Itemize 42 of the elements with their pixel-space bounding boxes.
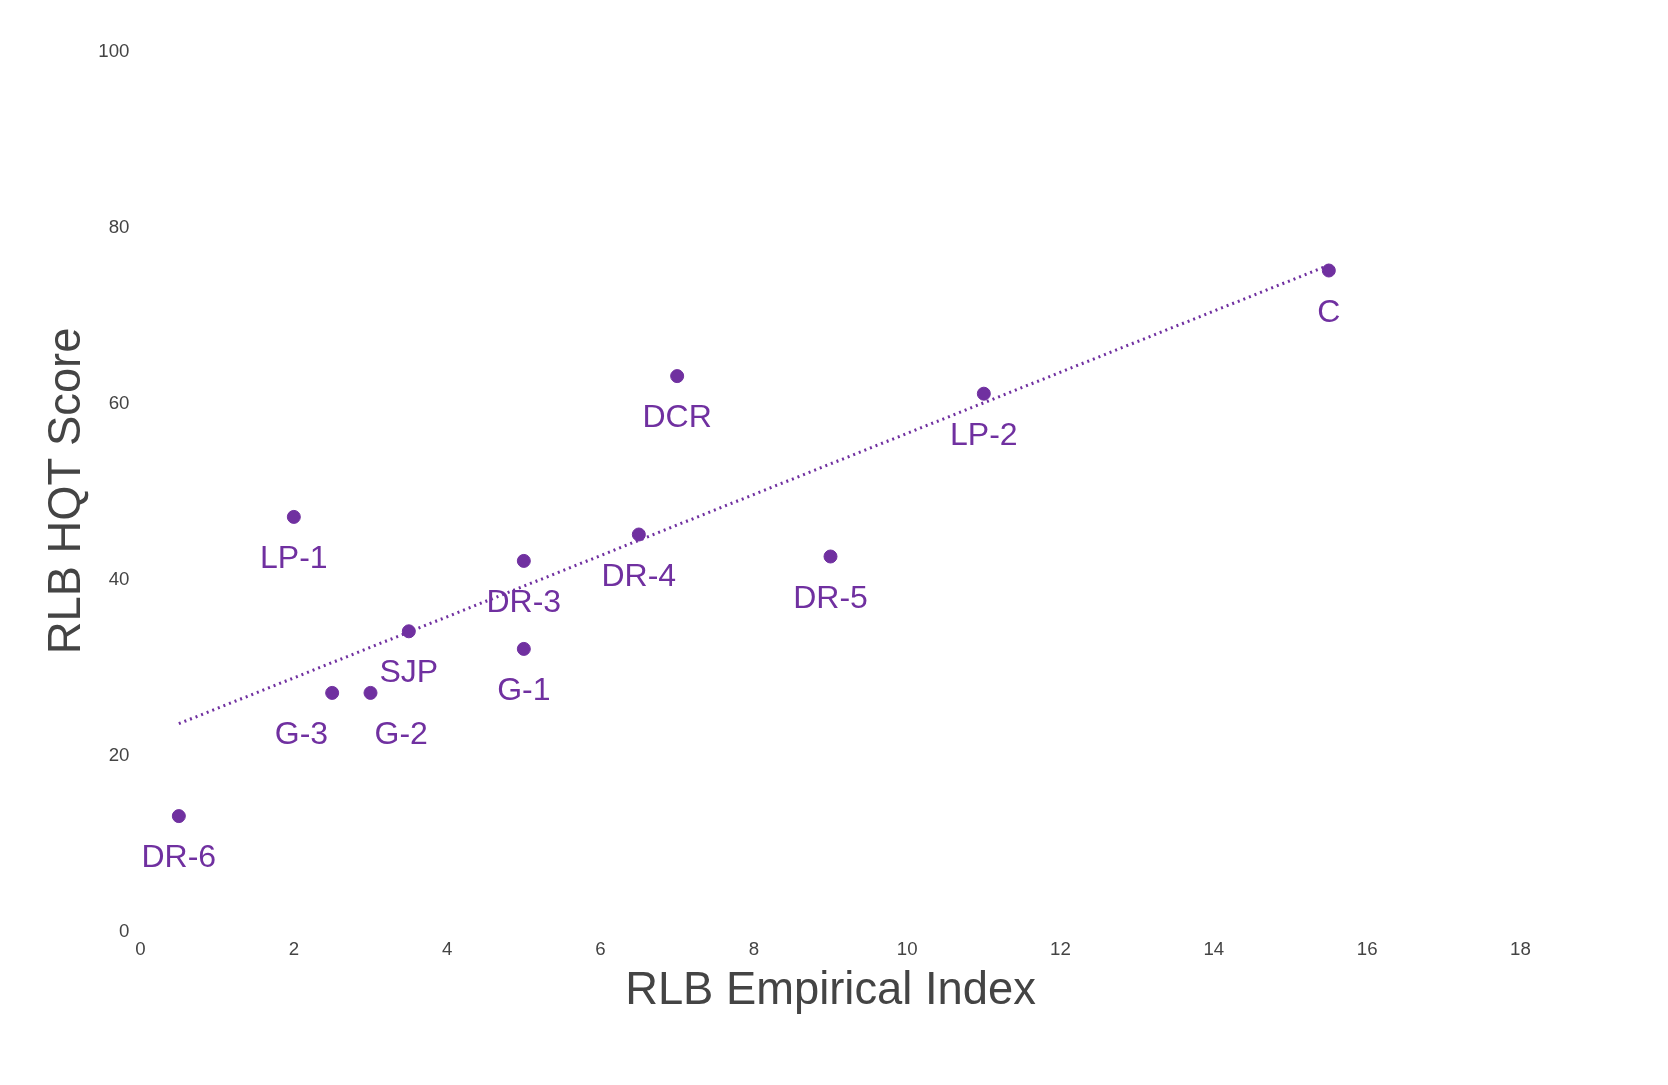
point: [516, 641, 531, 656]
x-axis-title: RLB Empirical Index: [625, 962, 1037, 1014]
x-tick-label: 8: [748, 937, 760, 959]
x-tick-label: 12: [1050, 937, 1071, 959]
y-tick-label: 20: [108, 744, 130, 765]
annotation: DR-6: [141, 838, 217, 875]
point: [325, 685, 340, 700]
annotation: C: [1317, 292, 1341, 329]
x-tick-label: 2: [288, 937, 300, 959]
annotation: DR-3: [486, 582, 562, 619]
point: [363, 685, 378, 700]
y-tick-label: 60: [108, 392, 130, 413]
annotation: SJP: [379, 653, 439, 690]
x-tick-label: 18: [1510, 937, 1531, 959]
point: [1321, 263, 1336, 278]
y-axis-title: RLB HQT Score: [39, 327, 91, 655]
annotation: G-3: [274, 714, 329, 751]
point: [631, 527, 646, 542]
point: [171, 809, 186, 824]
annotation: G-2: [374, 714, 428, 751]
annotation: DCR: [642, 398, 712, 435]
point: [401, 624, 416, 639]
point: [976, 386, 991, 401]
annotation: LP-1: [260, 538, 328, 575]
y-tick-label: 0: [119, 920, 130, 941]
x-tick-label: 14: [1203, 937, 1225, 959]
y-tick-label: 40: [108, 568, 130, 589]
annotation: LP-2: [950, 415, 1018, 452]
y-tick-label: 100: [98, 40, 130, 61]
point: [823, 549, 838, 564]
x-tick-label: 6: [595, 937, 606, 959]
point: [516, 553, 531, 568]
x-tick-label: 0: [135, 937, 146, 959]
x-tick-label: 16: [1356, 937, 1378, 959]
annotation: G-1: [497, 670, 551, 707]
annotation: DR-5: [793, 578, 868, 615]
x-tick-label: 10: [896, 937, 918, 959]
x-tick-label: 4: [441, 937, 453, 959]
annotation: DR-4: [601, 556, 677, 593]
point: [670, 369, 685, 384]
point: [286, 509, 301, 524]
y-tick-label: 80: [108, 216, 130, 237]
